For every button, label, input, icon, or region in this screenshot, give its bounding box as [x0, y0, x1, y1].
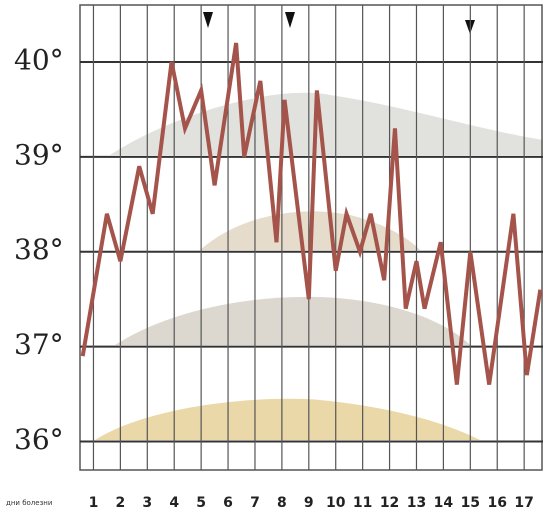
x-tick-label: 17 — [514, 495, 533, 511]
y-tick-label: 36° — [14, 423, 64, 456]
x-axis-label: дни болезни — [6, 499, 52, 507]
x-tick-label: 11 — [353, 495, 372, 511]
x-tick-label: 1 — [89, 495, 99, 511]
shaded-region — [110, 93, 543, 155]
x-tick-label: 7 — [250, 495, 260, 511]
x-tick-label: 10 — [326, 495, 346, 511]
background-shapes — [95, 12, 543, 440]
x-tick-label: 9 — [304, 495, 314, 511]
shaded-region — [95, 399, 480, 440]
y-tick-label: 38° — [14, 233, 64, 266]
marker-arrow — [285, 12, 295, 28]
y-tick-label: 39° — [14, 138, 64, 171]
x-tick-label: 12 — [380, 495, 399, 511]
x-tick-label: 3 — [142, 495, 152, 511]
x-tick-label: 13 — [407, 495, 426, 511]
x-tick-label: 6 — [223, 495, 233, 511]
y-tick-label: 40° — [14, 43, 64, 76]
x-tick-label: 5 — [196, 495, 206, 511]
x-tick-label: 8 — [277, 495, 287, 511]
y-tick-label: 37° — [14, 328, 64, 361]
x-tick-label: 4 — [169, 495, 179, 511]
x-tick-label: 14 — [434, 495, 454, 511]
x-tick-label: 16 — [487, 495, 506, 511]
x-tick-label: 2 — [116, 495, 126, 511]
marker-arrow — [203, 12, 213, 28]
chart: дни болезни 36°37°38°39°40°1234567891011… — [0, 0, 543, 515]
page: {"chart_data": {"type": "line", "x_label… — [0, 0, 543, 515]
x-tick-label: 15 — [461, 495, 480, 511]
